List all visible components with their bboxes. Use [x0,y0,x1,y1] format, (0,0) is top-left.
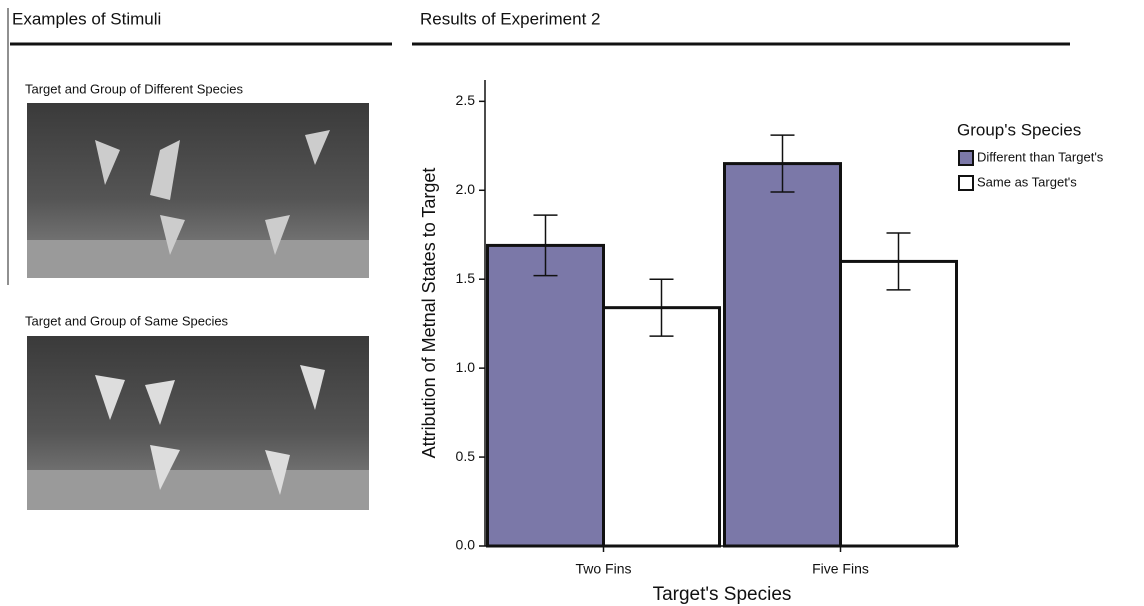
bar [725,164,841,546]
legend-swatch [959,176,973,190]
bar [488,245,604,546]
y-tick-label: 0.0 [456,537,476,553]
y-tick-label: 1.0 [456,359,476,375]
legend-label: Same as Target's [977,174,1077,189]
legend-title: Group's Species [957,120,1081,139]
stimulus-image [27,103,369,278]
y-axis-label: Attribution of Metnal States to Target [419,168,439,459]
legend-swatch [959,151,973,165]
stimulus-image [27,336,369,510]
image-caption: Target and Group of Different Species [25,81,243,96]
x-tick-label: Two Fins [575,561,631,577]
bar [604,308,720,546]
y-tick-label: 2.0 [456,181,476,197]
x-axis-label: Target's Species [653,584,792,605]
y-tick-label: 1.5 [456,270,476,286]
bar [841,261,957,546]
y-tick-label: 0.5 [456,448,476,464]
legend-label: Different than Target's [977,149,1104,164]
panel-title: Examples of Stimuli [12,9,161,28]
y-tick-label: 2.5 [456,92,476,108]
x-tick-label: Five Fins [812,561,869,577]
figure: Examples of Stimuli Results of Experimen… [0,0,1144,606]
chart-title: Results of Experiment 2 [420,9,600,28]
image-caption: Target and Group of Same Species [25,313,229,328]
